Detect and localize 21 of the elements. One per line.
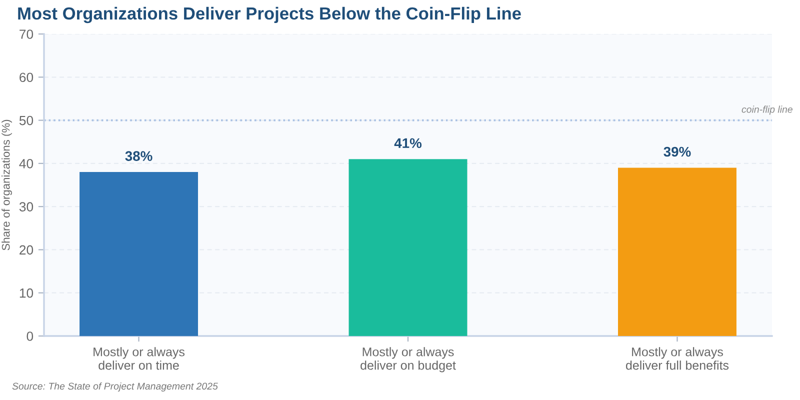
- x-tick-label: Mostly or always deliver full benefits: [626, 347, 729, 370]
- y-tick-label: 70: [20, 30, 34, 39]
- chart-title: Most Organizations Deliver Projects Below the Coin-Flip Line: [18, 6, 521, 24]
- data-label: 38%: [125, 151, 152, 161]
- y-tick-label: 0: [26, 332, 34, 341]
- source-note: Source: The State of Project Management 2025: [12, 382, 218, 392]
- ref-line-label: coin-flip line: [742, 106, 792, 115]
- y-tick-label: 20: [20, 245, 34, 255]
- x-tick-label: Mostly or always deliver on time: [94, 347, 185, 370]
- data-label: 41%: [394, 138, 422, 148]
- bar: [618, 168, 736, 336]
- y-tick-label: 10: [20, 288, 34, 298]
- y-axis-title: Share of organizations (%): [2, 120, 12, 250]
- x-tick-label: Mostly or always deliver on budget: [360, 347, 456, 372]
- bar: [80, 172, 198, 336]
- y-tick-label: 50: [19, 116, 34, 126]
- y-tick-label: 40: [19, 158, 34, 168]
- data-label: 39%: [664, 146, 691, 157]
- y-tick-label: 60: [20, 72, 34, 82]
- y-tick-label: 30: [19, 202, 34, 212]
- bar: [348, 159, 468, 336]
